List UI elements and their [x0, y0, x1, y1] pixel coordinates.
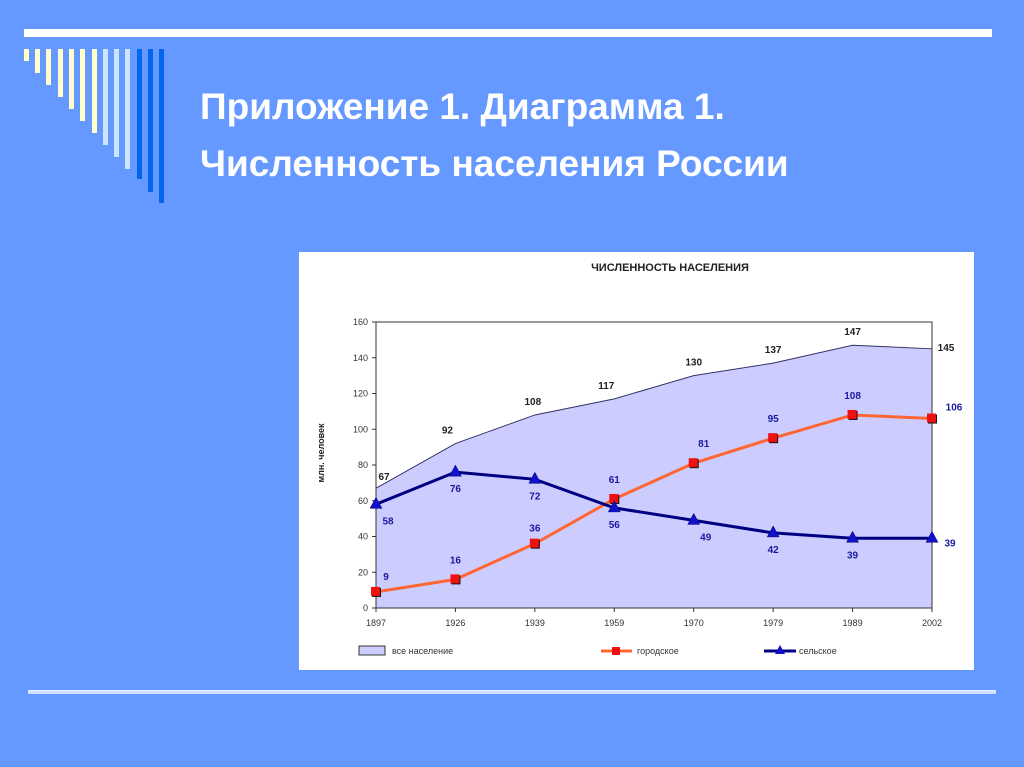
marker-urban	[371, 586, 380, 596]
x-tick-label: 2002	[922, 618, 942, 628]
data-label-urban: 36	[529, 524, 541, 535]
area-total-outline	[375, 344, 933, 489]
data-label-urban: 108	[844, 391, 861, 402]
data-label-total: 67	[378, 472, 390, 483]
y-tick-label: 0	[363, 603, 368, 613]
data-label-urban: 16	[450, 555, 462, 566]
legend-label-rural: сельское	[799, 646, 837, 656]
x-tick-label: 1926	[445, 618, 465, 628]
y-axis-label: млн. человек	[316, 423, 326, 483]
decorative-stripes	[24, 49, 164, 203]
data-label-rural: 39	[944, 538, 956, 549]
x-tick-label: 1979	[763, 618, 783, 628]
data-label-rural: 49	[700, 532, 712, 543]
chart-title: ЧИСЛЕННОСТЬ НАСЕЛЕНИЯ	[591, 262, 749, 274]
y-tick-label: 80	[358, 460, 368, 470]
x-tick-label: 1959	[604, 618, 624, 628]
data-label-total: 108	[525, 397, 542, 408]
population-chart: ЧИСЛЕННОСТЬ НАСЕЛЕНИЯ 0 20 40 60 80 100 120 140 1…	[316, 262, 963, 656]
marker-urban	[927, 413, 936, 423]
legend-label-total: все население	[392, 646, 453, 656]
marker-rural	[766, 525, 780, 538]
y-tick-label: 60	[358, 496, 368, 506]
marker-rural	[687, 512, 701, 525]
line-urban	[375, 413, 933, 594]
marker-rural	[925, 530, 939, 543]
legend-swatch-total	[358, 645, 386, 656]
marker-urban	[529, 538, 539, 548]
marker-urban	[609, 493, 619, 503]
data-label-total: 145	[938, 343, 955, 354]
data-label-total: 147	[844, 327, 861, 338]
data-label-urban: 81	[698, 439, 710, 450]
slide-title-line1: Приложение 1. Диаграмма 1.	[200, 86, 725, 127]
legend-label-urban: городское	[637, 646, 679, 656]
chart-panel: ЧИСЛЕННОСТЬ НАСЕЛЕНИЯ 0 20 40 60 80 100 120 140 1…	[299, 252, 974, 670]
top-rule	[24, 29, 992, 37]
y-tick-label: 40	[358, 532, 368, 542]
data-label-urban: 106	[946, 403, 963, 414]
marker-rural	[528, 471, 542, 484]
line-rural	[375, 470, 932, 540]
slide-title: Приложение 1. Диаграмма 1. Численность н…	[200, 78, 789, 192]
area-total-population	[376, 345, 932, 608]
y-tick-label: 160	[353, 317, 368, 327]
data-label-rural: 56	[609, 520, 621, 531]
marker-urban	[768, 433, 778, 443]
marker-rural	[369, 496, 383, 509]
x-tick-label: 1939	[525, 618, 545, 628]
bottom-rule	[28, 690, 996, 694]
data-label-rural: 72	[529, 491, 541, 502]
data-label-rural: 39	[847, 550, 859, 561]
slide-title-line2: Численность населения России	[200, 143, 789, 184]
data-label-total: 117	[598, 381, 615, 392]
data-label-rural: 76	[450, 484, 462, 495]
data-label-urban: 95	[768, 414, 780, 425]
y-tick-label: 20	[358, 567, 368, 577]
marker-urban	[847, 409, 857, 419]
legend-marker-rural	[775, 645, 785, 654]
data-label-total: 130	[685, 358, 702, 369]
x-tick-label: 1970	[684, 618, 704, 628]
y-tick-label: 140	[353, 353, 368, 363]
marker-rural	[449, 464, 462, 477]
data-label-rural: 58	[382, 516, 394, 527]
data-label-urban: 9	[383, 572, 389, 583]
y-tick-label: 120	[353, 389, 368, 399]
data-label-rural: 42	[768, 545, 780, 556]
marker-urban	[450, 574, 460, 584]
data-label-total: 137	[765, 345, 782, 356]
legend-marker-urban	[612, 647, 620, 655]
x-tick-label: 1989	[843, 618, 863, 628]
data-label-total: 92	[442, 426, 454, 437]
data-label-urban: 61	[609, 475, 621, 486]
marker-rural	[846, 530, 859, 543]
y-tick-label: 100	[353, 424, 368, 434]
marker-rural	[607, 500, 621, 513]
x-tick-label: 1897	[366, 618, 386, 628]
marker-urban	[688, 458, 698, 468]
